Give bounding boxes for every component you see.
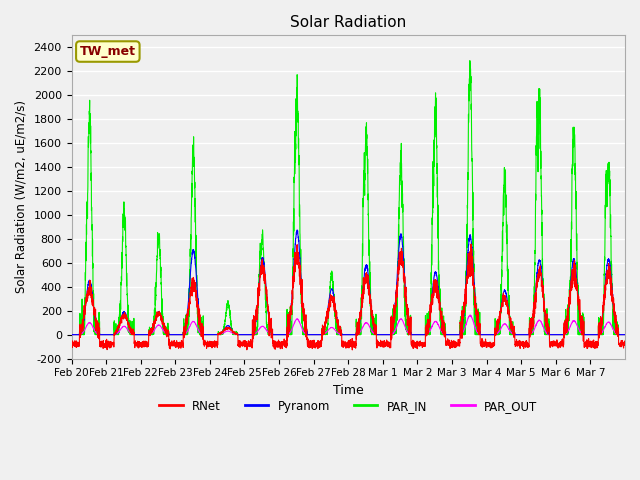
Title: Solar Radiation: Solar Radiation	[290, 15, 406, 30]
Text: TW_met: TW_met	[80, 45, 136, 58]
Legend: RNet, Pyranom, PAR_IN, PAR_OUT: RNet, Pyranom, PAR_IN, PAR_OUT	[155, 395, 542, 417]
X-axis label: Time: Time	[333, 384, 364, 397]
Y-axis label: Solar Radiation (W/m2, uE/m2/s): Solar Radiation (W/m2, uE/m2/s)	[15, 100, 28, 293]
